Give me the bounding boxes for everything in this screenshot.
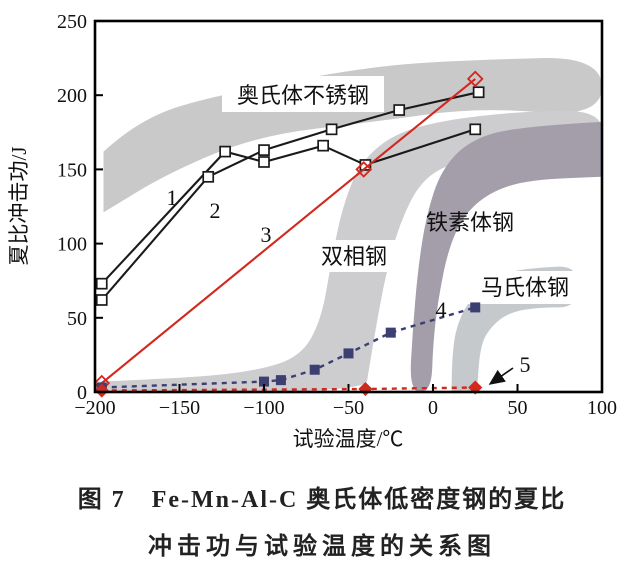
- band-label-ferritic: 铁素体钢: [426, 210, 514, 235]
- marker-open-square-series-1: [95, 277, 108, 290]
- band-label-martensitic: 马氏体钢: [481, 275, 569, 300]
- duplex-label-box: [311, 240, 397, 272]
- martensitic-label-box: [467, 271, 583, 304]
- band-label-boxes: 奥氏体不锈钢 双相钢 马氏体钢 铁素体钢: [222, 76, 583, 304]
- marker-open-square-series-1: [317, 139, 329, 152]
- caption-line2: 冲击功与试验温度的关系图: [148, 534, 496, 560]
- series-number-labels: 1 2 3 4 5: [167, 185, 531, 385]
- x-tick-label-100: 100: [587, 397, 617, 419]
- caption-line1-text: Fe-Mn-Al-C 奥氏体低密度钢的夏比: [151, 487, 567, 513]
- series-5-arrow: [488, 367, 514, 385]
- marker-open-square-series-2: [472, 86, 485, 99]
- marker-filled-square-series-4: [343, 348, 354, 359]
- marker-open-square-series-1: [469, 123, 482, 136]
- marker-open-square-series-2: [202, 170, 215, 183]
- marker-filled-square-series-4: [385, 327, 396, 338]
- marker-open-diamond-series-3: [355, 161, 373, 178]
- marker-filled-diamond-series-5: [94, 383, 109, 398]
- marker-open-square-series-2: [95, 294, 108, 306]
- y-tick-label-100: 100: [57, 234, 87, 256]
- marker-open-square-series-2: [258, 144, 270, 156]
- y-tick-label-150: 150: [57, 159, 87, 181]
- caption-line1: 图 7 Fe-Mn-Al-C 奥氏体低密度钢的夏比: [0, 479, 644, 514]
- series-label-3: 3: [261, 222, 272, 247]
- y-tick-label-0: 0: [77, 382, 87, 404]
- y-tick-label-200: 200: [57, 85, 87, 107]
- y-tick-label-50: 50: [67, 308, 87, 330]
- x-tick-label--150: −150: [159, 397, 200, 419]
- axis-tick-labels: −200 −150 −100 −50 0 50 100 0 50 100 150 200 250: [57, 11, 617, 419]
- x-tick-label-0: 0: [428, 397, 438, 419]
- band-label-austenitic: 奥氏体不锈钢: [237, 83, 369, 108]
- x-tick-label--50: −50: [333, 397, 364, 419]
- x-tick-label--100: −100: [243, 397, 284, 419]
- data-curves: [93, 70, 485, 398]
- y-tick-label-250: 250: [57, 11, 87, 33]
- band-label-duplex: 双相钢: [321, 244, 387, 269]
- marker-open-square-series-2: [325, 123, 338, 136]
- x-tick-label--200: −200: [74, 397, 115, 419]
- austenitic-label-box: [222, 76, 384, 112]
- y-axis-title: 夏比冲击功/J: [7, 146, 31, 265]
- figure-number: 图 7: [77, 487, 126, 513]
- marker-filled-square-series-4: [259, 376, 269, 387]
- marker-open-square-series-1: [258, 156, 270, 168]
- series-label-1: 1: [167, 185, 178, 210]
- marker-filled-square-series-4: [275, 375, 286, 386]
- marker-filled-square-series-4: [470, 302, 481, 313]
- axis-ticks: [94, 20, 603, 393]
- series-line-3: [101, 78, 476, 384]
- chart-canvas: 奥氏体不锈钢 双相钢 马氏体钢 铁素体钢 1 2 3 4 5 −200 −150−…: [7, 11, 617, 451]
- x-tick-label-50: 50: [508, 397, 528, 419]
- marker-open-diamond-series-3: [466, 70, 484, 88]
- marker-open-square-series-1: [219, 145, 231, 158]
- marker-open-square-series-2: [393, 104, 406, 116]
- series-label-5: 5: [520, 352, 531, 377]
- series-label-2: 2: [210, 198, 221, 223]
- x-axis-title: 试验温度/℃: [293, 427, 404, 451]
- figure-caption: 图 7 Fe-Mn-Al-C 奥氏体低密度钢的夏比 冲击功与试验温度的关系图: [0, 479, 644, 561]
- marker-filled-square-series-4: [309, 364, 320, 375]
- band-ferritic-steel: [410, 121, 602, 392]
- series-line-2: [101, 91, 479, 301]
- series-label-4: 4: [436, 297, 447, 322]
